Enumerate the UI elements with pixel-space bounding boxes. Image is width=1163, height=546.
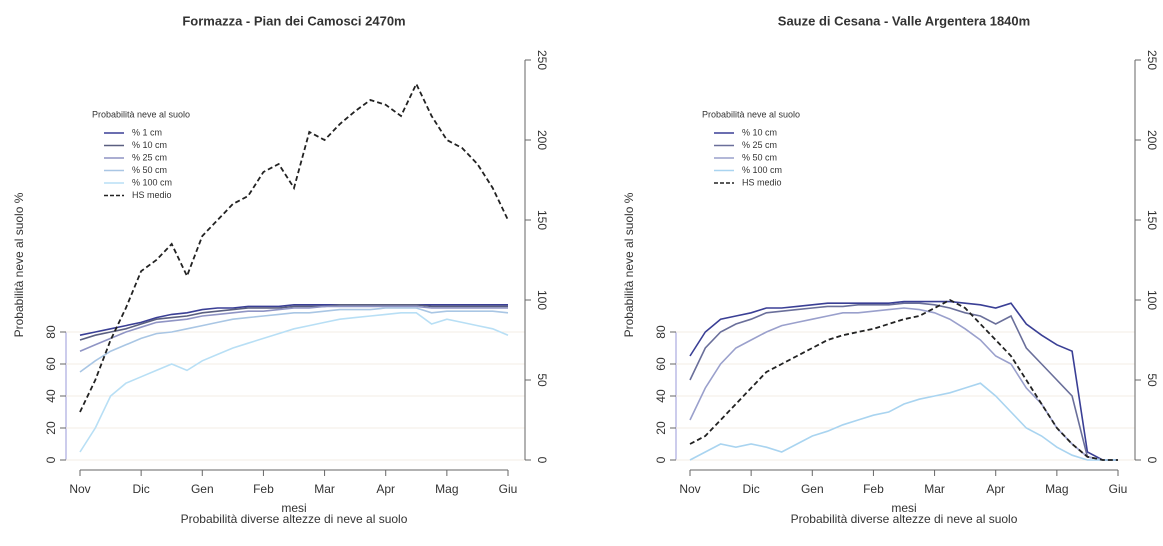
x-axis-label: mesi (281, 501, 306, 515)
series-line (689, 307, 1118, 461)
series-line (79, 304, 508, 341)
y-axis-label: Probabilità neve al suolo % (12, 192, 26, 337)
x-axis-label: mesi (891, 501, 916, 515)
legend-label: % 10 cm (132, 140, 167, 150)
caption: Probabilità diverse altezze di neve al s… (791, 512, 1018, 526)
y2-tick-label: 150 (535, 210, 549, 230)
y-tick-label: 40 (654, 389, 668, 403)
x-tick-label: Gen (801, 482, 824, 496)
series-line (79, 305, 508, 352)
x-tick-label: Apr (986, 482, 1005, 496)
chart-title: Formazza - Pian dei Camosci 2470m (182, 13, 405, 28)
y2-tick-label: 100 (535, 290, 549, 310)
legend-title: Probabilità neve al suolo (702, 109, 800, 119)
x-tick-label: Giu (499, 482, 518, 496)
y-tick-label: 80 (654, 325, 668, 339)
y-tick-label: 60 (654, 357, 668, 371)
series-line (689, 300, 1118, 461)
chart-title: Sauze di Cesana - Valle Argentera 1840m (778, 13, 1030, 28)
y2-tick-label: 200 (1145, 130, 1159, 150)
y-axis-label: Probabilità neve al suolo % (622, 192, 636, 337)
series-line (689, 302, 1118, 461)
x-tick-label: Nov (679, 482, 700, 496)
y2-tick-label: 250 (535, 50, 549, 70)
y-tick-label: 60 (44, 357, 58, 371)
x-tick-label: Mar (924, 482, 945, 496)
legend-label: % 25 cm (742, 140, 777, 150)
y2-tick-label: 0 (535, 457, 549, 464)
y2-tick-label: 150 (1145, 210, 1159, 230)
y-tick-label: 80 (44, 325, 58, 339)
legend-label: % 25 cm (132, 152, 167, 162)
y2-tick-label: 200 (535, 130, 549, 150)
legend-label: % 50 cm (742, 152, 777, 162)
legend-label: HS medio (742, 177, 782, 187)
y2-tick-label: 50 (1145, 373, 1159, 387)
y2-tick-label: 50 (535, 373, 549, 387)
legend-label: % 100 cm (132, 177, 172, 187)
x-tick-label: Mar (314, 482, 335, 496)
x-tick-label: Feb (253, 482, 274, 496)
y-tick-label: 20 (44, 421, 58, 435)
y-tick-label: 20 (654, 421, 668, 435)
series-line (79, 304, 508, 336)
y-tick-label: 40 (44, 389, 58, 403)
legend-label: % 50 cm (132, 165, 167, 175)
series-line (79, 312, 509, 453)
caption: Probabilità diverse altezze di neve al s… (181, 512, 408, 526)
x-tick-label: Giu (1109, 482, 1128, 496)
y2-tick-label: 250 (1145, 50, 1159, 70)
y-tick-label: 0 (654, 456, 668, 463)
x-tick-label: Feb (863, 482, 884, 496)
legend-label: % 10 cm (742, 127, 777, 137)
y-tick-label: 0 (44, 456, 58, 463)
panel: Formazza - Pian dei Camosci 2470m 0 20 40 60… (12, 13, 549, 526)
series-line (79, 307, 509, 373)
series-line (79, 81, 509, 413)
panel: Sauze di Cesana - Valle Argentera 1840m 0… (622, 13, 1159, 526)
legend-label: % 100 cm (742, 165, 782, 175)
legend-label: HS medio (132, 190, 172, 200)
series-line (689, 298, 1118, 461)
series-line (689, 382, 1118, 461)
legend-title: Probabilità neve al suolo (92, 109, 190, 119)
x-tick-label: Dic (742, 482, 759, 496)
x-tick-label: Mag (1045, 482, 1068, 496)
x-tick-label: Mag (435, 482, 458, 496)
y2-tick-label: 0 (1145, 457, 1159, 464)
x-tick-label: Nov (69, 482, 90, 496)
x-tick-label: Dic (132, 482, 149, 496)
x-tick-label: Apr (376, 482, 395, 496)
y2-tick-label: 100 (1145, 290, 1159, 310)
legend-label: % 1 cm (132, 127, 162, 137)
x-tick-label: Gen (191, 482, 214, 496)
